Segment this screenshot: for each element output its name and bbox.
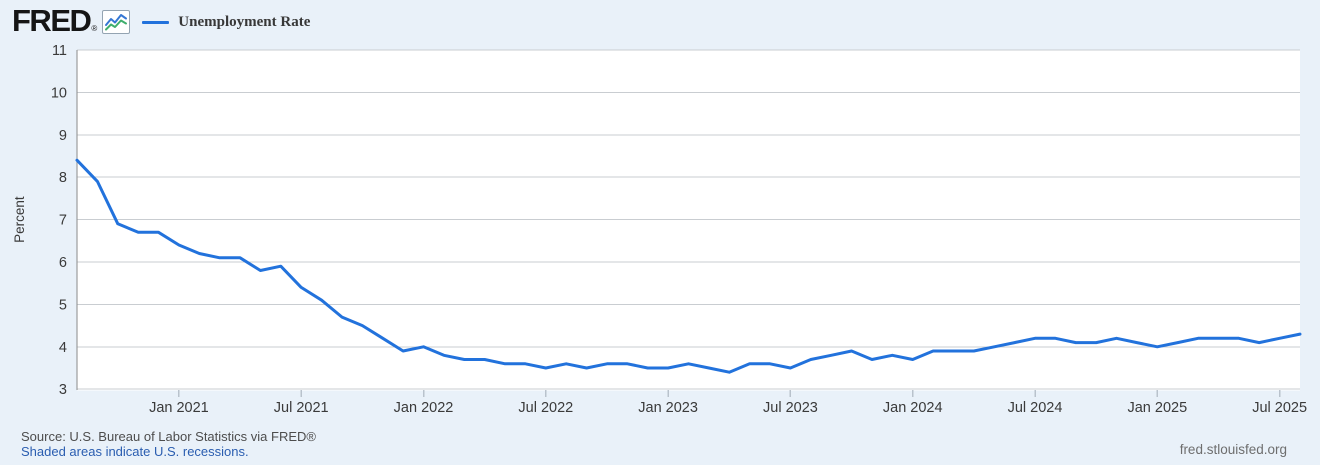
line-chart-icon — [102, 10, 131, 34]
svg-text:8: 8 — [59, 170, 67, 186]
x-axis-labels: Jan 2021 Jul 2021 Jan 2022 Jul 2022 Jan 2023… — [149, 400, 1307, 416]
fred-logo-text: FRED — [12, 3, 92, 38]
svg-text:Jan 2025: Jan 2025 — [1127, 400, 1187, 416]
legend-label: Unemployment Rate — [178, 13, 311, 30]
legend-item-unemployment-rate[interactable]: Unemployment Rate — [142, 14, 310, 31]
recession-note-link[interactable]: Shaded areas indicate U.S. recessions. — [21, 444, 249, 459]
fred-logo[interactable]: FRED ® — [12, 3, 131, 38]
svg-text:11: 11 — [52, 43, 67, 59]
chart-footer: Source: U.S. Bureau of Labor Statistics … — [21, 429, 316, 459]
svg-text:5: 5 — [59, 297, 67, 313]
svg-text:Jan 2024: Jan 2024 — [883, 400, 943, 416]
y-axis-labels: 3 4 5 6 7 8 9 10 11 — [51, 43, 67, 398]
svg-text:Jul 2023: Jul 2023 — [763, 400, 818, 416]
fred-site-url: fred.stlouisfed.org — [1179, 442, 1287, 457]
fred-logo-registered-mark: ® — [91, 24, 98, 33]
svg-text:7: 7 — [59, 213, 67, 229]
svg-text:Jul 2024: Jul 2024 — [1008, 400, 1063, 416]
svg-text:4: 4 — [59, 340, 67, 356]
svg-text:9: 9 — [59, 128, 67, 144]
plot-area — [77, 50, 1300, 391]
svg-text:Jul 2025: Jul 2025 — [1252, 400, 1307, 416]
y-axis-title: Percent — [12, 196, 27, 243]
source-attribution: Source: U.S. Bureau of Labor Statistics … — [21, 429, 316, 444]
legend-line-swatch — [142, 20, 170, 24]
svg-text:Jul 2021: Jul 2021 — [274, 400, 329, 416]
svg-text:Jan 2022: Jan 2022 — [394, 400, 454, 416]
svg-text:3: 3 — [59, 382, 67, 398]
chart-header: FRED ® Unemployment Rate — [12, 3, 310, 38]
svg-text:10: 10 — [51, 85, 67, 101]
series-line-unemployment-rate[interactable] — [75, 158, 1302, 374]
svg-text:Jul 2022: Jul 2022 — [518, 400, 573, 416]
gridlines — [77, 49, 1300, 390]
svg-text:6: 6 — [59, 255, 67, 271]
svg-text:Jan 2023: Jan 2023 — [638, 400, 698, 416]
x-axis-ticks — [178, 390, 1281, 398]
svg-text:Jan 2021: Jan 2021 — [149, 400, 209, 416]
